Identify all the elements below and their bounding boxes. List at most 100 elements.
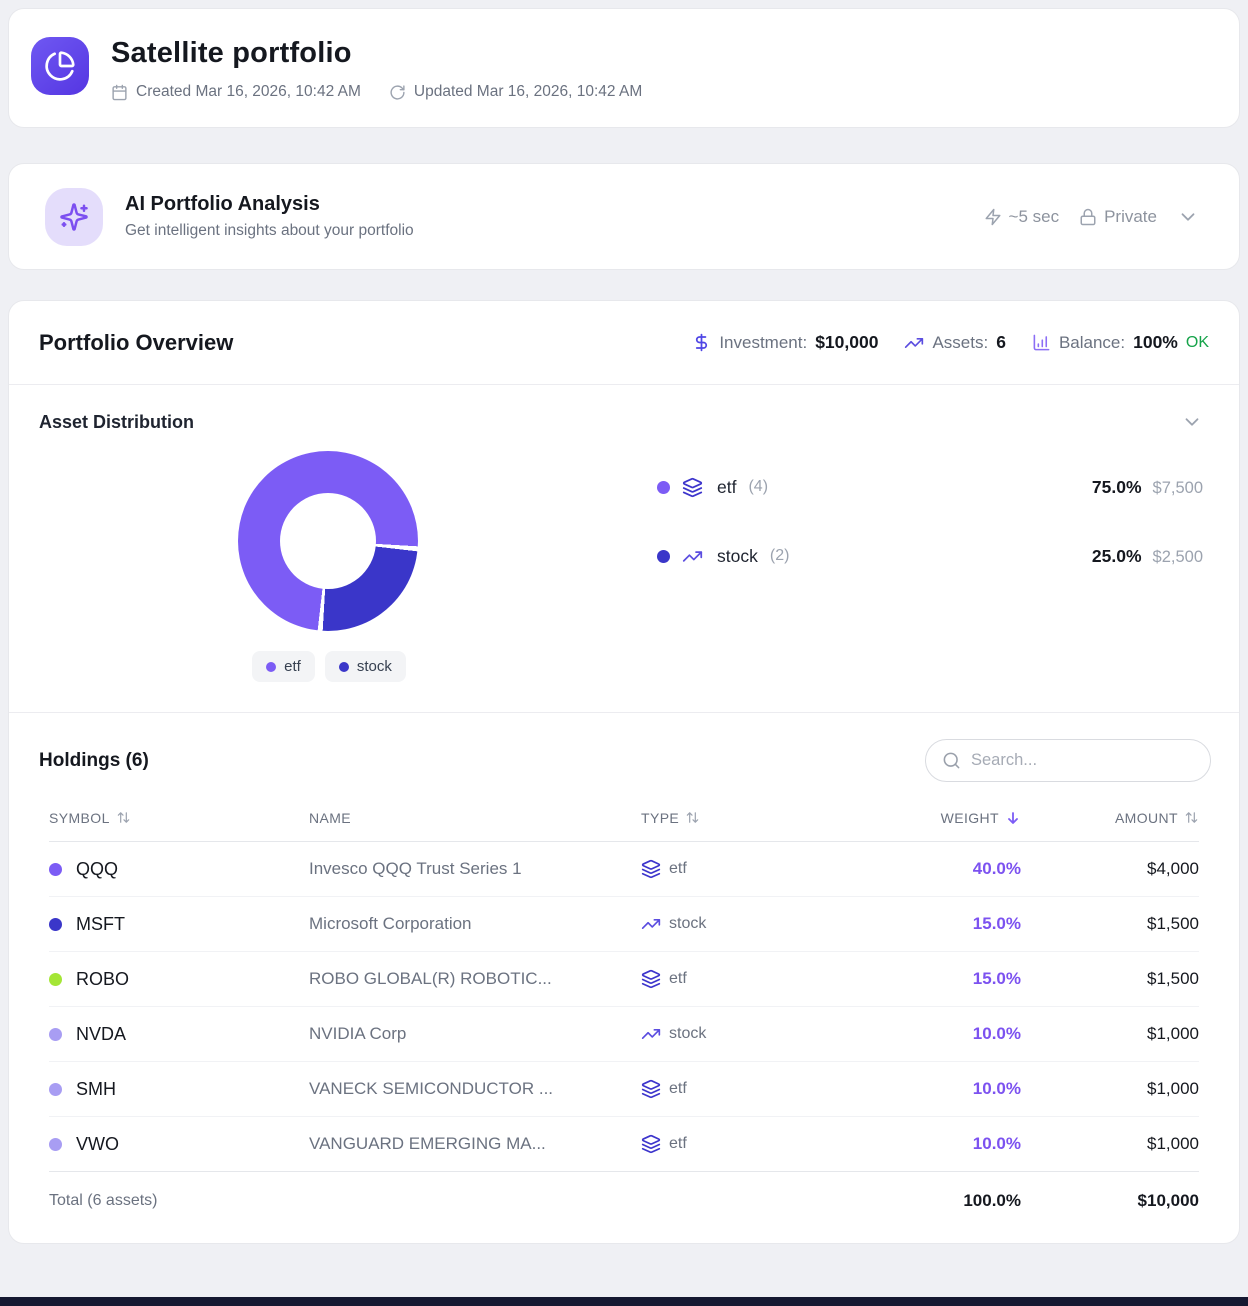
column-header-type[interactable]: TYPE: [641, 810, 881, 826]
column-header-weight[interactable]: WEIGHT: [881, 810, 1021, 826]
pie-chart-icon: [31, 37, 89, 95]
type-cell: etf: [641, 1079, 881, 1099]
amount-value: $1,000: [1147, 1024, 1199, 1043]
asset-name: Invesco QQQ Trust Series 1: [309, 859, 522, 878]
symbol-text: MSFT: [76, 913, 125, 934]
search-icon: [943, 752, 960, 769]
chevron-down-icon[interactable]: [1177, 206, 1199, 228]
weight-value: 10.0%: [972, 1024, 1021, 1043]
sparkles-icon: [45, 187, 103, 246]
table-row[interactable]: QQQ Invesco QQQ Trust Series 1 etf 40.0%…: [49, 842, 1199, 897]
created-meta: Created Mar 16, 2026, 10:42 AM: [111, 83, 361, 101]
ai-analysis-panel[interactable]: AI Portfolio Analysis Get intelligent in…: [8, 163, 1240, 270]
search-box[interactable]: [925, 739, 1211, 782]
layers-icon: [641, 859, 661, 879]
column-header-amount[interactable]: AMOUNT: [1021, 810, 1199, 826]
layers-icon: [682, 477, 703, 497]
column-header-name[interactable]: NAME: [309, 809, 352, 826]
asset-name: ROBO GLOBAL(R) ROBOTIC...: [309, 969, 552, 988]
trending-up-icon: [641, 1029, 661, 1039]
search-input[interactable]: [971, 751, 1194, 770]
stock-dot: [657, 549, 670, 563]
layers-icon: [641, 1134, 661, 1154]
legend-row-stock: stock (2) 25.0% $2,500: [657, 534, 1203, 578]
weight-value: 10.0%: [972, 1079, 1021, 1098]
holdings-title: Holdings (6): [39, 749, 149, 771]
chart-legend-pill-stock[interactable]: stock: [324, 651, 406, 682]
portfolio-overview-card: Portfolio Overview Investment: $10,000 A…: [8, 300, 1240, 1244]
type-cell: etf: [641, 1134, 881, 1154]
symbol-dot: [49, 972, 62, 986]
assets-stat: Assets: 6: [904, 332, 1006, 353]
symbol-dot: [49, 1137, 62, 1151]
column-header-symbol[interactable]: SYMBOL: [49, 810, 309, 826]
trending-up-icon: [682, 550, 703, 562]
sort-desc-icon: [1008, 811, 1018, 824]
symbol-dot: [49, 1027, 62, 1041]
trending-up-icon: [641, 919, 661, 929]
asset-name: VANECK SEMICONDUCTOR ...: [309, 1079, 554, 1098]
legend-row-etf: etf (4) 75.0% $7,500: [657, 465, 1203, 509]
etf-dot: [657, 480, 670, 494]
portfolio-header-card: Satellite portfolio Created Mar 16, 2026…: [8, 8, 1240, 128]
sort-icon: [686, 812, 699, 823]
page-title: Satellite portfolio: [111, 37, 352, 69]
total-amount: $10,000: [1137, 1190, 1199, 1210]
table-row[interactable]: ROBO ROBO GLOBAL(R) ROBOTIC... etf 15.0%…: [49, 952, 1199, 1007]
status-badge: OK: [1185, 333, 1209, 351]
amount-value: $1,000: [1147, 1079, 1199, 1098]
table-row[interactable]: SMH VANECK SEMICONDUCTOR ... etf 10.0% $…: [49, 1062, 1199, 1117]
trending-up-icon: [905, 337, 924, 348]
layers-icon: [641, 1079, 661, 1099]
weight-value: 15.0%: [972, 914, 1021, 933]
table-row[interactable]: NVDA NVIDIA Corp stock 10.0% $1,000: [49, 1007, 1199, 1062]
amount-value: $1,500: [1147, 914, 1199, 933]
table-row[interactable]: VWO VANGUARD EMERGING MA... etf 10.0% $1…: [49, 1117, 1199, 1172]
layers-icon: [641, 969, 661, 989]
weight-value: 15.0%: [972, 969, 1021, 988]
symbol-text: VWO: [76, 1133, 119, 1154]
privacy-chip: Private: [1079, 207, 1157, 227]
lightning-icon: [985, 208, 1001, 225]
type-cell: stock: [641, 914, 881, 934]
ai-panel-title: AI Portfolio Analysis: [125, 193, 320, 215]
dollar-icon: [696, 333, 708, 352]
stock-dot: [338, 661, 349, 672]
asset-name: NVIDIA Corp: [309, 1024, 407, 1043]
balance-stat: Balance: 100% OK: [1032, 332, 1209, 353]
overview-title: Portfolio Overview: [39, 329, 234, 355]
bottom-strip: [0, 1297, 1248, 1306]
chevron-down-icon[interactable]: [1181, 411, 1203, 433]
lock-icon: [1080, 208, 1096, 225]
amount-value: $1,500: [1147, 969, 1199, 988]
asset-distribution-title: Asset Distribution: [39, 411, 195, 432]
calendar-icon: [112, 84, 127, 100]
symbol-text: QQQ: [76, 858, 119, 879]
type-cell: etf: [641, 859, 881, 879]
amount-value: $1,000: [1147, 1134, 1199, 1153]
total-percent: 100.0%: [963, 1190, 1021, 1210]
etf-dot: [266, 661, 277, 672]
symbol-dot: [49, 917, 62, 931]
symbol-text: ROBO: [76, 968, 130, 989]
donut-chart: [238, 451, 418, 631]
investment-stat: Investment: $10,000: [692, 332, 878, 353]
asset-name: VANGUARD EMERGING MA...: [309, 1134, 546, 1153]
weight-value: 40.0%: [972, 859, 1021, 878]
symbol-text: SMH: [76, 1078, 116, 1099]
sort-icon: [1185, 812, 1198, 823]
amount-value: $4,000: [1147, 859, 1199, 878]
symbol-text: NVDA: [76, 1023, 127, 1044]
bar-chart-icon: [1033, 334, 1050, 351]
type-cell: stock: [641, 1024, 881, 1044]
asset-name: Microsoft Corporation: [309, 914, 472, 933]
duration-chip: ~5 sec: [984, 207, 1059, 227]
table-total-row: Total (6 assets) 100.0% $10,000: [49, 1171, 1199, 1229]
refresh-icon: [390, 84, 405, 100]
updated-meta: Updated Mar 16, 2026, 10:42 AM: [389, 83, 642, 101]
sort-icon: [117, 812, 130, 823]
weight-value: 10.0%: [972, 1134, 1021, 1153]
table-row[interactable]: MSFT Microsoft Corporation stock 15.0% $…: [49, 897, 1199, 952]
ai-panel-subtitle: Get intelligent insights about your port…: [125, 222, 414, 239]
chart-legend-pill-etf[interactable]: etf: [252, 651, 315, 682]
